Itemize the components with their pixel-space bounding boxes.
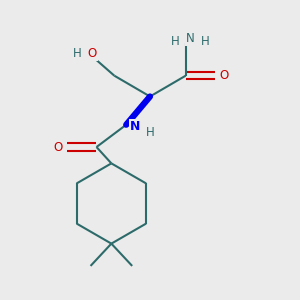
Text: N: N (130, 120, 140, 133)
Text: N: N (186, 32, 194, 45)
Text: H: H (146, 126, 154, 139)
Text: O: O (87, 47, 97, 60)
Text: H: H (171, 35, 180, 48)
Text: H: H (73, 47, 82, 60)
Text: O: O (53, 140, 62, 154)
Text: O: O (220, 69, 229, 82)
Text: H: H (201, 35, 209, 48)
